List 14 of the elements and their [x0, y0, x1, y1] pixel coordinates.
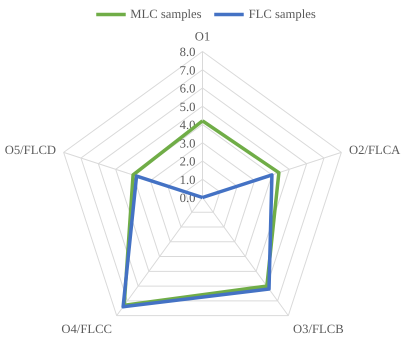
- y-tick-label: 6.0: [180, 82, 196, 96]
- y-tick-label: 1.0: [180, 172, 196, 187]
- spoke-label: O4/FLCC: [61, 322, 112, 336]
- spoke-label: O5/FLCD: [4, 142, 56, 157]
- y-tick-label: 5.0: [180, 100, 196, 114]
- legend-label: FLC samples: [248, 6, 316, 22]
- legend-label: MLC samples: [130, 6, 202, 22]
- spoke-label: O2/FLCA: [348, 142, 402, 157]
- y-tick-label: 7.0: [180, 63, 196, 78]
- y-tick-label: 2.0: [180, 154, 196, 168]
- spoke-label: O3/FLCB: [293, 322, 344, 336]
- y-tick-label: 3.0: [180, 136, 196, 150]
- spoke-label: O1: [194, 30, 210, 44]
- y-tick-label: 8.0: [180, 45, 196, 59]
